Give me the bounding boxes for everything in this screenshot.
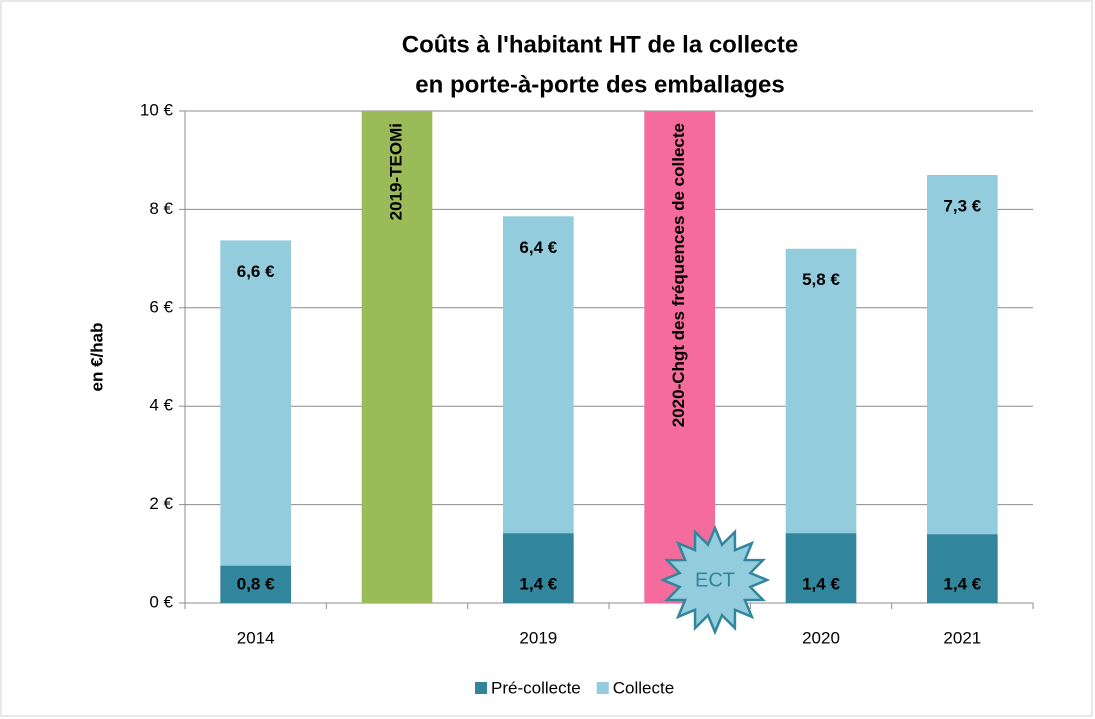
y-tick-label: 8 € — [149, 199, 173, 218]
data-label: 1,4 € — [519, 574, 557, 593]
legend-swatch — [596, 682, 609, 694]
bar-segment — [220, 240, 291, 566]
data-label: 7,3 € — [943, 196, 981, 215]
data-label: 0,8 € — [237, 574, 275, 593]
highlight-label: 2019-TEOMi — [386, 123, 405, 220]
legend-swatch — [475, 682, 487, 694]
highlight-bar — [361, 111, 433, 603]
legend-label: Collecte — [613, 678, 674, 697]
data-label: 5,8 € — [802, 270, 840, 289]
bar-segment — [503, 533, 574, 603]
highlight-bar — [644, 111, 715, 603]
y-axis-label: en €/hab — [87, 323, 106, 392]
data-label: 1,4 € — [802, 574, 840, 593]
bar-segment — [220, 565, 291, 603]
x-tick-label: 2020 — [802, 628, 840, 647]
annotation: ECT — [695, 569, 735, 591]
bar-segment — [785, 533, 857, 603]
chart-title: Coûts à l'habitant HT de la collecte — [402, 31, 798, 58]
y-tick-label: 4 € — [149, 396, 173, 415]
bar-segment — [927, 174, 998, 535]
y-tick-label: 10 € — [140, 100, 174, 119]
data-label: 1,4 € — [943, 574, 981, 593]
x-tick-label: 2019 — [519, 628, 557, 647]
highlight-label: 2020-Chgt des fréquences de collecte — [669, 123, 688, 427]
bar-segment — [927, 534, 998, 603]
bar-segment — [503, 216, 574, 534]
legend-label: Pré-collecte — [491, 678, 581, 697]
y-tick-label: 2 € — [149, 494, 173, 513]
y-tick-label: 0 € — [149, 592, 173, 611]
data-label: 6,4 € — [519, 238, 557, 257]
chart-title: en porte-à-porte des emballages — [415, 71, 784, 98]
starburst — [659, 524, 771, 636]
x-tick-label: 2014 — [237, 628, 275, 647]
x-tick-label: 2021 — [943, 628, 981, 647]
data-label: 6,6 € — [237, 262, 275, 281]
y-tick-label: 6 € — [149, 297, 173, 316]
bar-segment — [785, 248, 857, 534]
